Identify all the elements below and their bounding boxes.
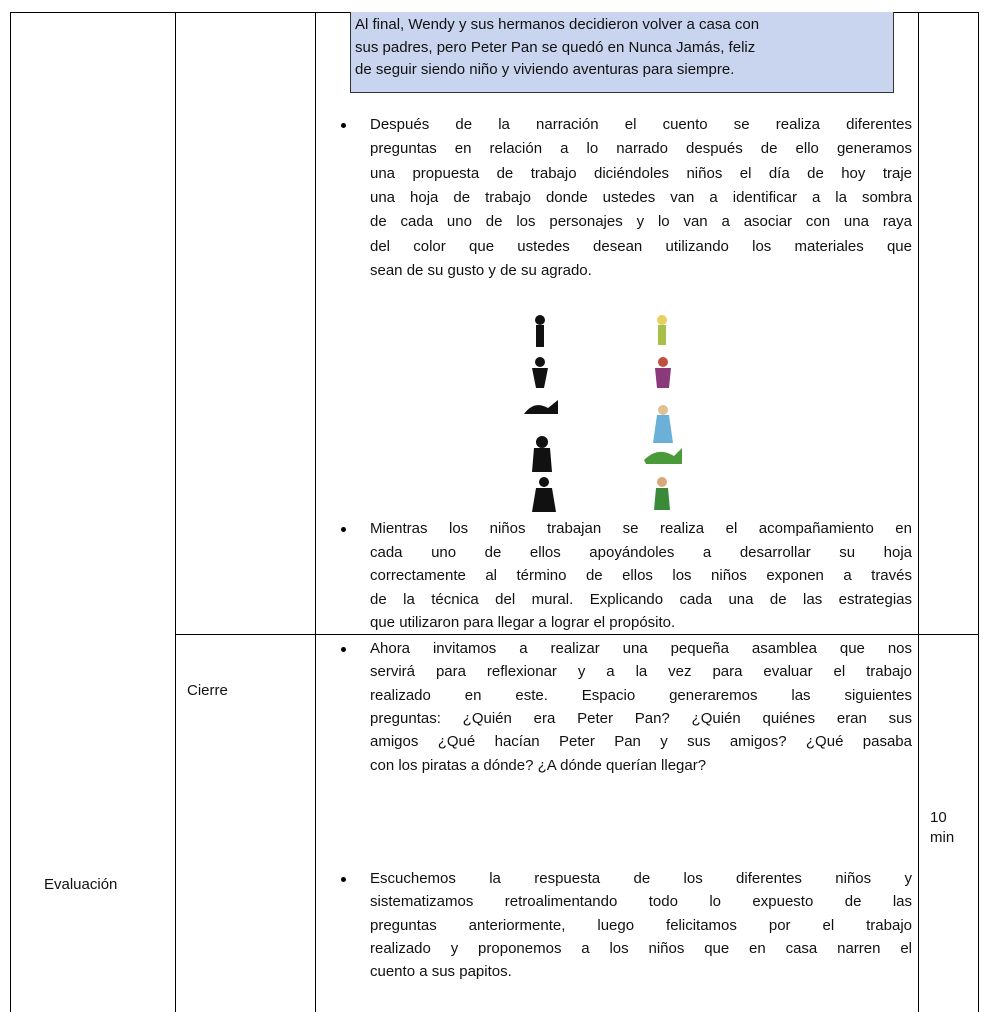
text-line: una hoja de trabajo donde ustedes van a … <box>370 188 912 206</box>
bullet <box>341 123 346 128</box>
text-line: preguntas en relación a lo narrado despu… <box>370 140 912 158</box>
bullet <box>341 647 346 652</box>
stage-label: Evaluación <box>44 876 118 893</box>
text-line: Escuchemos la respuesta de los diferente… <box>370 870 912 887</box>
text-line: de cada uno de los personajes y lo van a… <box>370 213 912 231</box>
text-line: sean de su gusto y de su agrado. <box>370 261 592 279</box>
bullet <box>341 877 346 882</box>
box-line: Al final, Wendy y sus hermanos decidiero… <box>355 16 760 33</box>
text-line: realizado y proponemos a los niños que e… <box>370 939 912 957</box>
text-line: que utilizaron para llegar a lograr el p… <box>370 614 676 631</box>
text-line: servirá para reflexionar y a la vez para… <box>370 663 912 681</box>
text-line: realizado en este. Espacio generaremos l… <box>370 686 912 704</box>
text-line: Después de la narración el cuento se rea… <box>370 116 912 133</box>
box-line: sus padres, pero Peter Pan se quedó en N… <box>355 38 756 56</box>
border <box>175 12 176 1012</box>
text-line: amigos ¿Qué hacían Peter Pan y sus amigo… <box>370 733 912 751</box>
text-line: de la técnica del mural. Explicando cada… <box>370 590 912 608</box>
text-line: Mientras los niños trabajan se realiza e… <box>370 520 912 537</box>
silhouette-image <box>524 315 682 512</box>
text-line: cuento a sus papitos. <box>370 963 512 981</box>
border <box>10 12 11 1012</box>
box-line: de seguir siendo niño y viviendo aventur… <box>355 61 735 78</box>
text-line: preguntas anteriormente, luego felicitam… <box>370 916 912 934</box>
text-line: del color que ustedes desean utilizando … <box>370 237 912 255</box>
text-line: sistematizamos retroalimentando todo lo … <box>370 893 912 911</box>
text-line: cada uno de ellos apoyándoles a desarrol… <box>370 543 912 561</box>
text-line: correctamente al término de ellos los ni… <box>370 567 912 584</box>
bullet <box>341 527 346 532</box>
border <box>315 12 316 1012</box>
border <box>918 12 919 1012</box>
border <box>978 12 979 1012</box>
duration: 10 min <box>930 809 955 846</box>
row-label: Cierre <box>187 682 228 699</box>
text-line: preguntas: ¿Quién era Peter Pan? ¿Quién … <box>370 709 912 727</box>
text-line: Ahora invitamos a realizar una pequeña a… <box>370 640 912 657</box>
border <box>175 634 978 635</box>
highlight-box <box>350 12 894 93</box>
text-line: con los piratas a dónde? ¿A dónde quería… <box>370 756 707 774</box>
text-line: una propuesta de trabajo diciéndoles niñ… <box>370 164 912 182</box>
